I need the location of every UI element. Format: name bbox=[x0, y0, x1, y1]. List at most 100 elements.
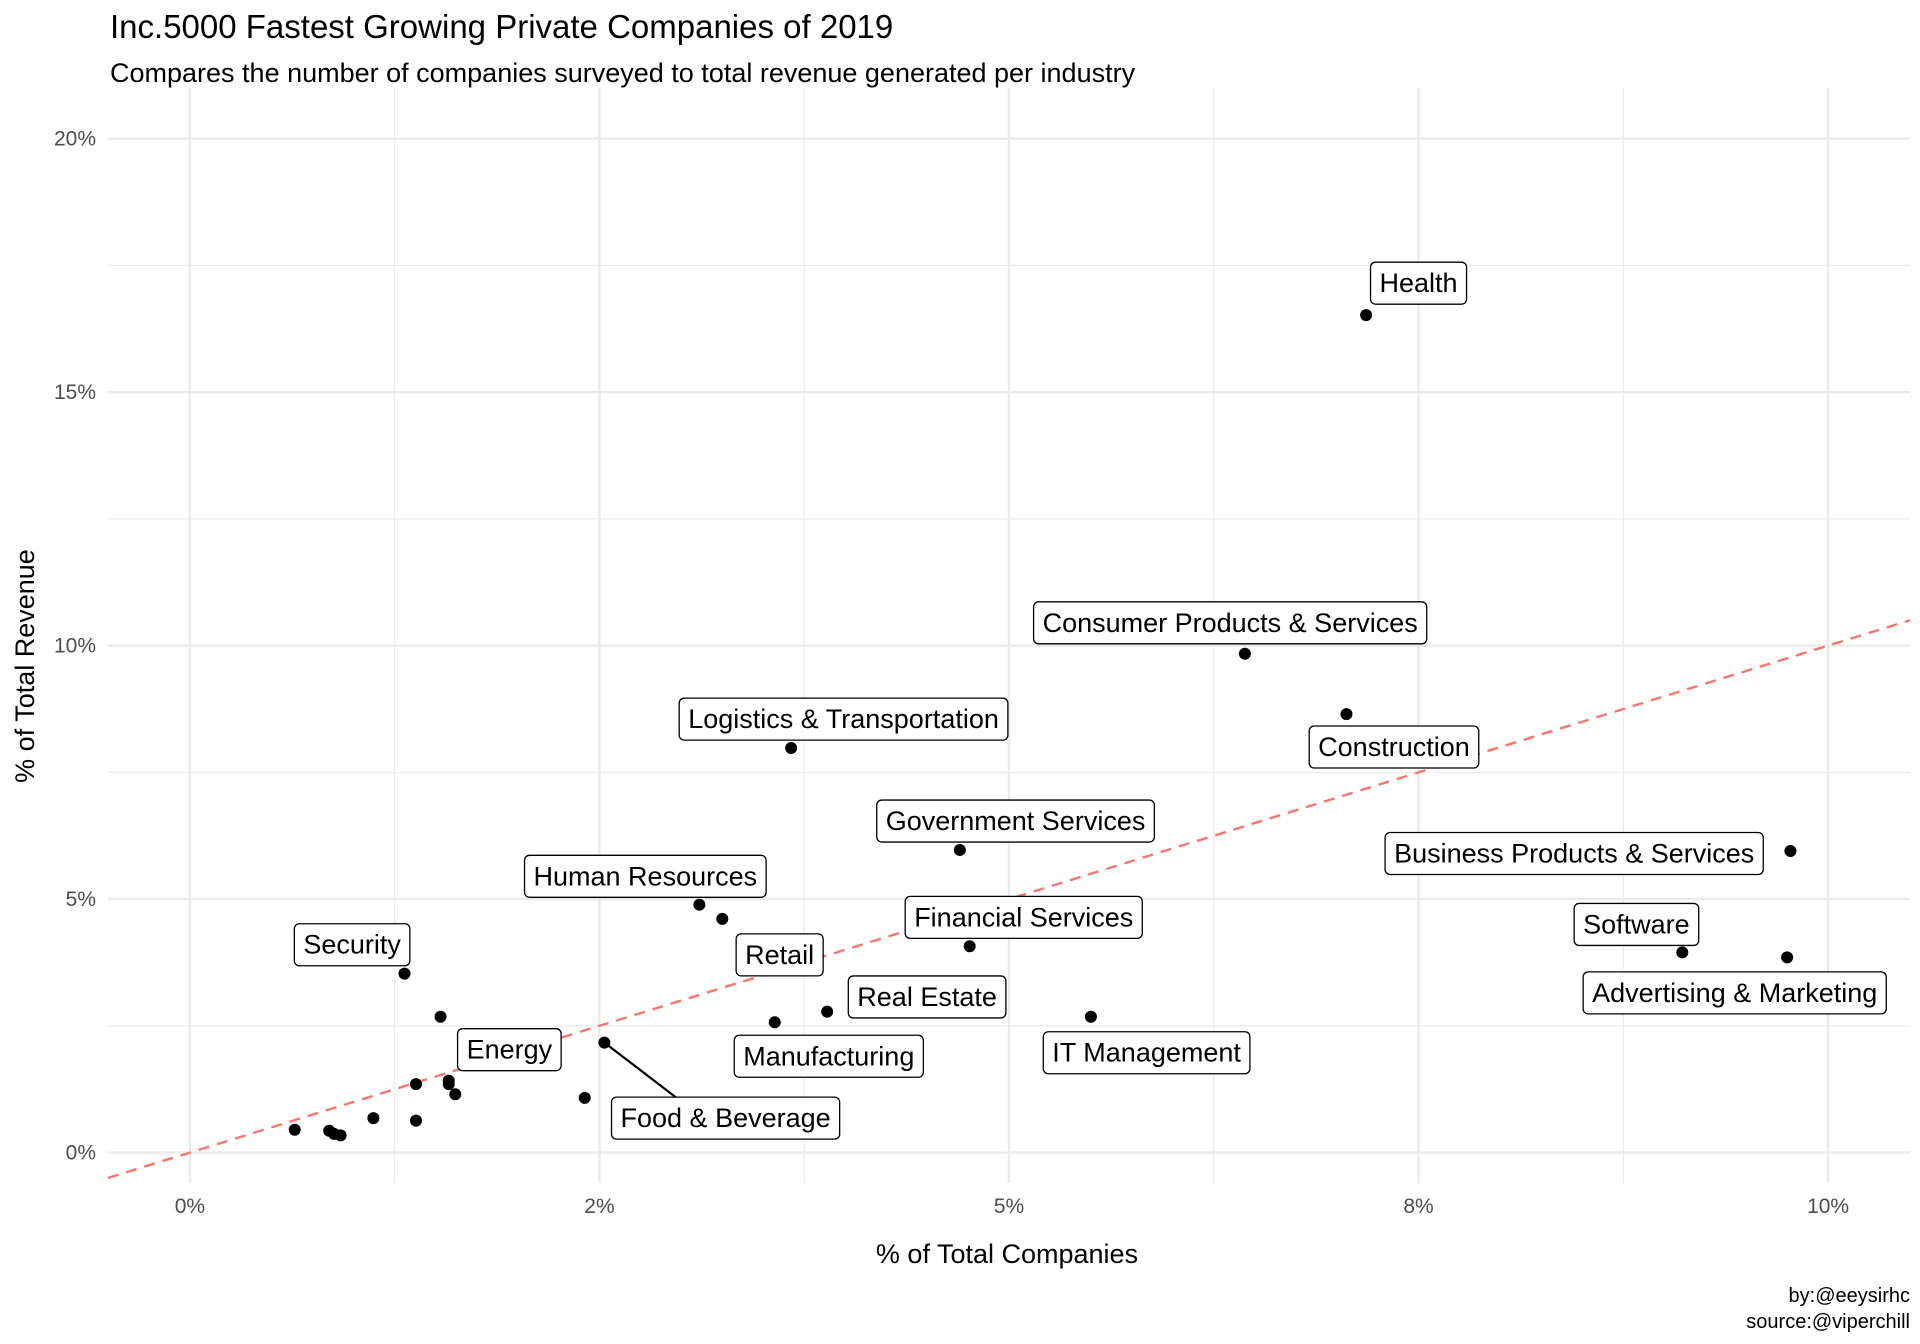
point-label: Retail bbox=[735, 933, 824, 977]
point-label: IT Management bbox=[1042, 1031, 1251, 1075]
caption-author: by:@eeysirhc bbox=[1789, 1285, 1910, 1307]
point-label-box bbox=[733, 1034, 925, 1078]
point-label: Financial Services bbox=[904, 895, 1143, 940]
point-label-text: Government Services bbox=[886, 806, 1146, 836]
data-point bbox=[821, 1005, 834, 1018]
data-point bbox=[442, 1074, 455, 1087]
point-label-text: Food & Beverage bbox=[621, 1103, 831, 1133]
point-label-text: Logistics & Transportation bbox=[688, 704, 999, 734]
point-label-box bbox=[523, 854, 767, 898]
y-tick-label: 10% bbox=[54, 635, 96, 658]
point-label-text: Consumer Products & Services bbox=[1043, 608, 1418, 638]
point-label-box bbox=[1308, 725, 1480, 769]
point-label-text: Advertising & Marketing bbox=[1592, 978, 1877, 1008]
point-label-text: Construction bbox=[1318, 732, 1470, 762]
y-axis-ticks: 0% 5% 10% 15% 20% bbox=[54, 128, 96, 1165]
point-label-box bbox=[735, 933, 824, 977]
point-label: Security bbox=[293, 923, 411, 967]
point-label-text: Energy bbox=[467, 1035, 553, 1065]
data-point bbox=[367, 1112, 380, 1125]
x-tick-label: 10% bbox=[1807, 1195, 1849, 1218]
x-axis-title: % of Total Companies bbox=[876, 1239, 1138, 1269]
point-label-box bbox=[1032, 601, 1428, 645]
data-point bbox=[1781, 951, 1794, 964]
data-point bbox=[409, 1114, 422, 1127]
grid-lines bbox=[108, 88, 1910, 1183]
data-point bbox=[409, 1078, 422, 1091]
data-points bbox=[288, 309, 1797, 1142]
x-tick-label: 8% bbox=[1403, 1195, 1433, 1218]
point-label-box bbox=[1582, 971, 1887, 1015]
data-point bbox=[953, 843, 966, 856]
point-label-box bbox=[1042, 1031, 1251, 1075]
point-label: Health bbox=[1369, 261, 1468, 305]
label-connector-segment bbox=[603, 1041, 677, 1098]
label-segment-layer bbox=[603, 1041, 677, 1098]
point-label-text: Retail bbox=[745, 940, 814, 970]
data-point bbox=[963, 940, 976, 953]
reference-line bbox=[107, 619, 1911, 1180]
point-label: Manufacturing bbox=[733, 1034, 925, 1078]
point-label-box bbox=[610, 1096, 841, 1140]
chart-title: Inc.5000 Fastest Growing Private Compani… bbox=[110, 8, 893, 45]
point-label-box bbox=[1369, 261, 1468, 305]
point-label: Government Services bbox=[876, 799, 1156, 843]
y-axis-title: % of Total Revenue bbox=[10, 549, 40, 783]
data-point bbox=[716, 912, 729, 925]
data-point bbox=[598, 1036, 611, 1049]
data-point bbox=[334, 1129, 347, 1142]
point-label: Software bbox=[1573, 902, 1700, 947]
point-label-text: Manufacturing bbox=[743, 1041, 914, 1071]
point-label-text: Software bbox=[1583, 909, 1690, 939]
point-label-text: IT Management bbox=[1052, 1038, 1241, 1068]
point-label: Consumer Products & Services bbox=[1032, 601, 1428, 645]
reference-line-layer bbox=[107, 619, 1911, 1180]
data-point bbox=[1360, 309, 1373, 322]
point-label-text: Real Estate bbox=[857, 982, 997, 1012]
x-tick-label: 5% bbox=[994, 1195, 1024, 1218]
data-point bbox=[449, 1088, 462, 1101]
data-point bbox=[1784, 844, 1797, 857]
data-point bbox=[434, 1010, 447, 1023]
data-point bbox=[398, 967, 411, 980]
point-label-text: Health bbox=[1380, 268, 1458, 298]
y-tick-label: 15% bbox=[54, 381, 96, 404]
point-label: Food & Beverage bbox=[610, 1096, 841, 1140]
x-axis-ticks: 0% 2% 5% 8% 10% bbox=[175, 1195, 1849, 1218]
point-label-text: Financial Services bbox=[914, 902, 1133, 932]
data-point bbox=[693, 898, 706, 911]
point-label-text: Business Products & Services bbox=[1394, 838, 1754, 868]
point-label: Energy bbox=[456, 1028, 562, 1072]
data-point bbox=[1238, 647, 1251, 660]
x-tick-label: 2% bbox=[584, 1195, 614, 1218]
point-label-box bbox=[876, 799, 1156, 843]
point-label-text: Security bbox=[303, 930, 401, 960]
point-label: Business Products & Services bbox=[1384, 831, 1764, 876]
point-label: Real Estate bbox=[847, 975, 1007, 1019]
data-point bbox=[1676, 946, 1689, 959]
data-point bbox=[785, 742, 798, 755]
data-point bbox=[768, 1016, 781, 1029]
y-tick-label: 5% bbox=[66, 888, 96, 911]
chart-subtitle: Compares the number of companies surveye… bbox=[110, 58, 1136, 88]
data-point bbox=[1340, 708, 1353, 721]
caption-source: source:@viperchill bbox=[1746, 1311, 1910, 1333]
point-labels: Health Consumer Products & Services Constr… bbox=[293, 261, 1887, 1140]
point-label-box bbox=[904, 895, 1143, 940]
point-label: Advertising & Marketing bbox=[1582, 971, 1887, 1015]
point-label-box bbox=[456, 1028, 562, 1072]
point-label-box bbox=[1573, 902, 1700, 947]
data-point bbox=[288, 1123, 301, 1136]
point-label-box bbox=[847, 975, 1007, 1019]
plot-panel: Health Consumer Products & Services Constr… bbox=[107, 88, 1911, 1183]
x-tick-label: 0% bbox=[175, 1195, 205, 1218]
point-label-box bbox=[1384, 831, 1764, 876]
point-label: Logistics & Transportation bbox=[678, 697, 1009, 741]
y-tick-label: 0% bbox=[66, 1142, 96, 1165]
data-point bbox=[578, 1091, 591, 1104]
point-label: Human Resources bbox=[523, 854, 767, 898]
point-label: Construction bbox=[1308, 725, 1480, 769]
y-tick-label: 20% bbox=[54, 128, 96, 151]
point-label-box bbox=[293, 923, 411, 967]
